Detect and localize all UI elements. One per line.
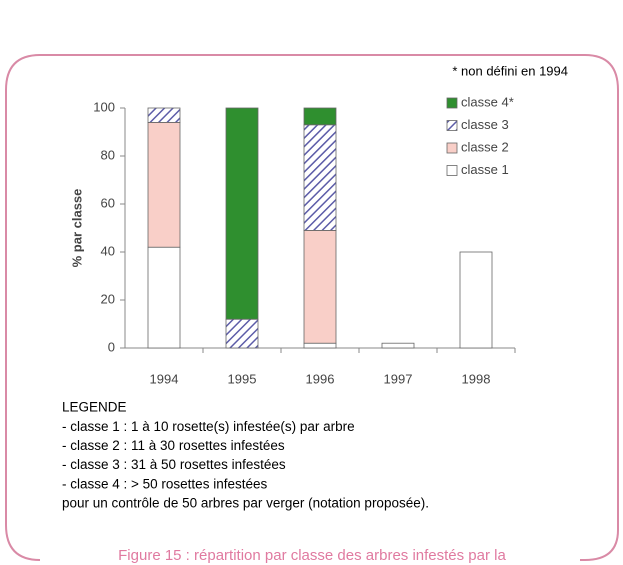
- x-tick-label: 1994: [150, 371, 179, 386]
- bar-segment: [381, 342, 415, 349]
- bar-segment: [303, 107, 337, 126]
- legend-text-line: pour un contrôle de 50 arbres par verger…: [62, 496, 429, 511]
- bar-segment: [147, 107, 181, 123]
- y-tick-label: 20: [101, 291, 115, 306]
- bar-segment: [459, 251, 493, 349]
- bar-segment: [147, 246, 181, 349]
- note: * non défini en 1994: [452, 63, 568, 78]
- y-tick-label: 100: [93, 99, 115, 114]
- legend-text-line: - classe 4 : > 50 rosettes infestées: [62, 476, 267, 491]
- legend-text-line: LEGENDE: [62, 400, 127, 415]
- legend-label: classe 3: [461, 117, 509, 132]
- bar-segment: [225, 107, 259, 320]
- x-tick-label: 1996: [306, 371, 335, 386]
- y-tick-label: 60: [101, 195, 115, 210]
- legend-text-line: - classe 2 : 11 à 30 rosettes infestées: [62, 438, 285, 453]
- y-tick-label: 80: [101, 147, 115, 162]
- x-tick-label: 1997: [384, 371, 413, 386]
- bar-segment: [303, 342, 337, 349]
- legend-text-line: - classe 3 : 31 à 50 rosettes infestées: [62, 457, 286, 472]
- legend-label: classe 2: [461, 139, 509, 154]
- legend-swatch: [446, 120, 458, 131]
- bar-segment: [147, 122, 181, 248]
- y-tick-label: 0: [108, 339, 115, 354]
- legend-text-line: - classe 1 : 1 à 10 rosette(s) infestée(…: [62, 419, 355, 434]
- legend-label: classe 1: [461, 162, 509, 177]
- caption-bg: [40, 544, 580, 565]
- frame: [5, 54, 619, 561]
- caption: Figure 15 : répartition par classe des a…: [118, 547, 506, 564]
- legend-swatch: [446, 97, 458, 109]
- x-tick-label: 1998: [462, 371, 491, 386]
- y-axis-label: % par classe: [69, 189, 84, 268]
- y-tick-label: 40: [101, 243, 115, 258]
- bar-segment: [225, 318, 259, 349]
- bar-segment: [303, 229, 337, 344]
- legend-label: classe 4*: [461, 94, 514, 109]
- x-tick-label: 1995: [228, 371, 257, 386]
- legend-swatch: [446, 142, 458, 154]
- legend-swatch: [446, 165, 458, 176]
- bar-segment: [303, 124, 337, 231]
